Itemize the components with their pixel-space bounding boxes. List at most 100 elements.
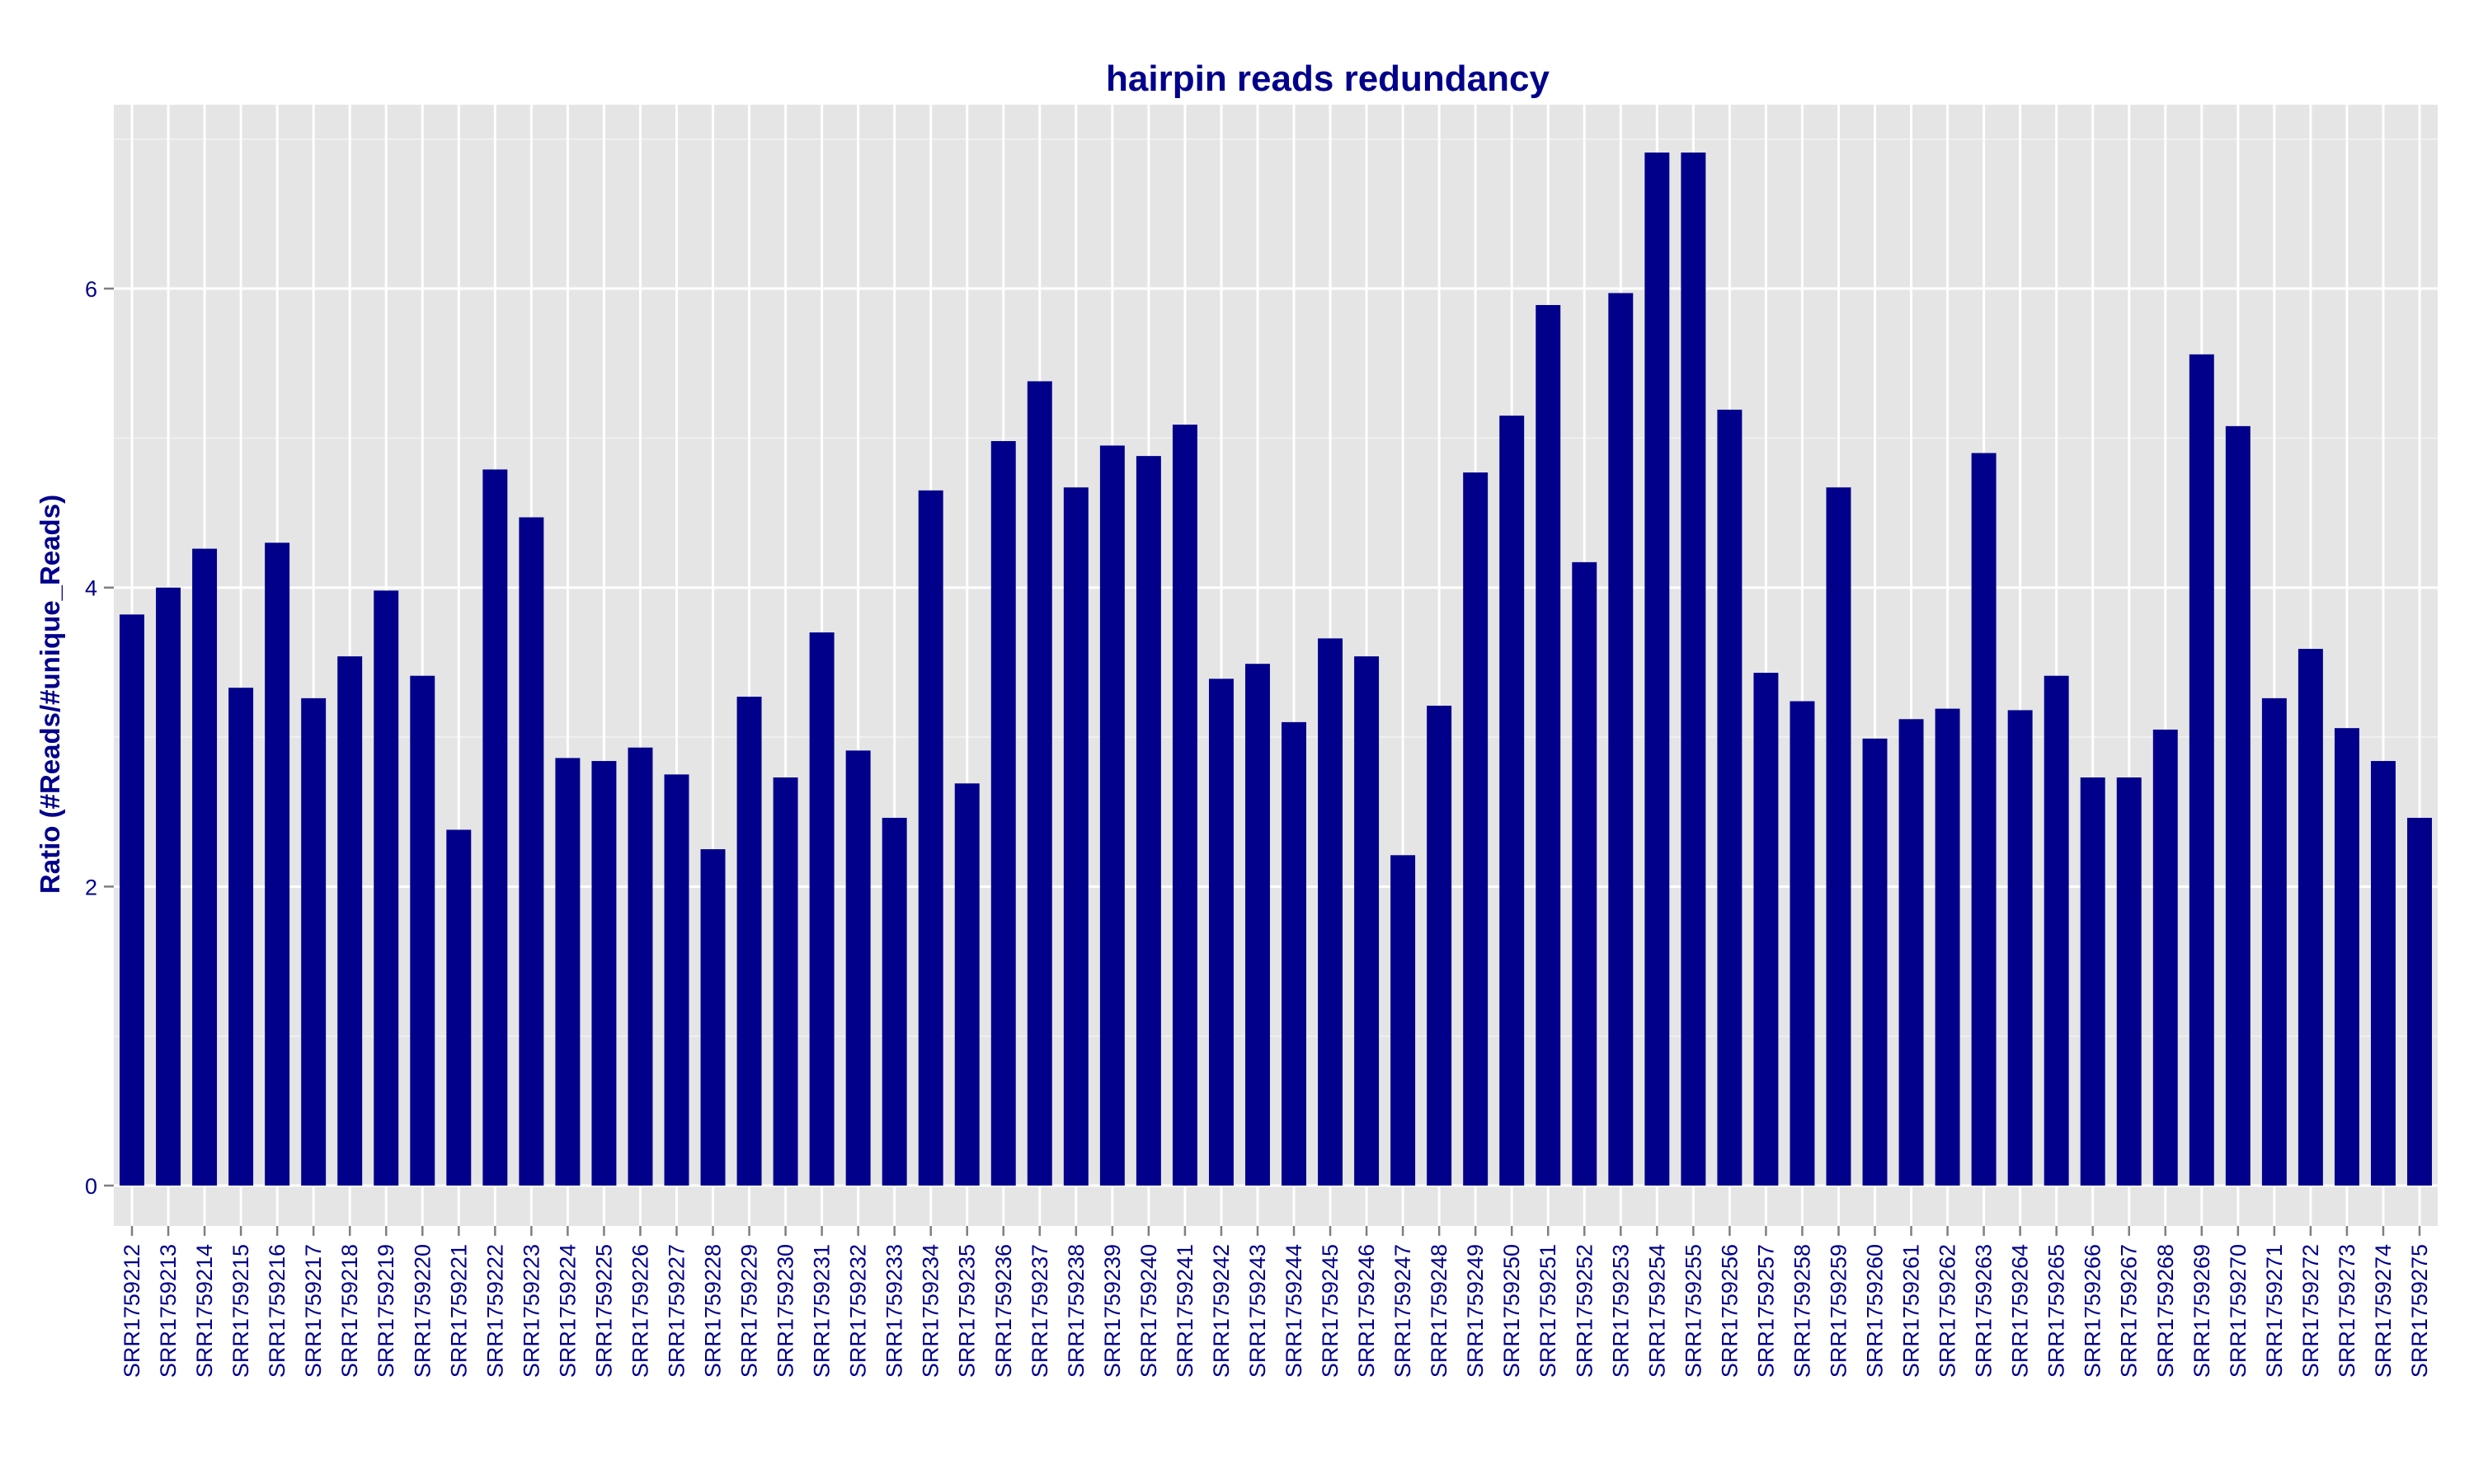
x-tick-label: SRR1759246 [1354,1244,1379,1378]
bar-SRR1759251 [1536,304,1561,1186]
bar-SRR1759273 [2334,728,2359,1186]
x-tick-label: SRR1759258 [1790,1244,1814,1378]
x-tick-label: SRR1759241 [1173,1244,1197,1378]
bar-SRR1759266 [2080,777,2105,1186]
bar-SRR1759256 [1717,409,1743,1186]
x-tick-label: SRR1759249 [1463,1244,1488,1378]
bar-SRR1759217 [301,697,327,1186]
x-tick-label: SRR1759259 [1826,1244,1851,1378]
bar-SRR1759218 [337,656,363,1186]
x-tick-label: SRR1759237 [1028,1244,1052,1378]
bar-SRR1759265 [2044,675,2069,1186]
bar-SRR1759253 [1608,293,1634,1186]
x-tick-label: SRR1759270 [2226,1244,2251,1378]
x-tick-label: SRR1759244 [1282,1244,1306,1378]
x-tick-label: SRR1759229 [737,1244,762,1378]
bar-SRR1759221 [446,829,472,1186]
bar-SRR1759272 [2298,649,2323,1186]
bar-SRR1759264 [2007,710,2033,1186]
x-tick-label: SRR1759225 [591,1244,616,1378]
bar-SRR1759247 [1390,855,1416,1186]
bar-SRR1759234 [918,490,943,1186]
bar-SRR1759241 [1172,425,1197,1186]
x-tick-label: SRR1759232 [846,1244,871,1378]
x-tick-label: SRR1759265 [2044,1244,2069,1378]
bar-SRR1759228 [700,849,726,1186]
x-tick-label: SRR1759235 [955,1244,980,1378]
x-tick-label: SRR1759230 [774,1244,798,1378]
x-tick-label: SRR1759228 [701,1244,726,1378]
bar-SRR1759214 [192,548,218,1186]
x-tick-label: SRR1759251 [1536,1244,1560,1378]
bar-SRR1759220 [410,675,435,1186]
bar-SRR1759246 [1354,656,1380,1186]
y-axis: 0 2 4 6 [85,277,114,1199]
x-tick-label: SRR1759223 [519,1244,543,1378]
bar-SRR1759244 [1282,721,1306,1186]
y-tick-label: 0 [85,1174,97,1199]
bar-SRR1759213 [156,587,181,1186]
x-tick-label: SRR1759271 [2262,1244,2287,1378]
bar-SRR1759236 [990,441,1016,1186]
x-tick-label: SRR1759275 [2407,1244,2432,1378]
x-tick-label: SRR1759217 [301,1244,326,1378]
x-tick-label: SRR1759212 [120,1244,144,1378]
bar-SRR1759248 [1427,705,1452,1186]
x-tick-label: SRR1759255 [1681,1244,1705,1378]
bar-SRR1759225 [591,761,617,1186]
x-tick-label: SRR1759247 [1390,1244,1415,1378]
bar-SRR1759224 [555,758,581,1186]
bar-SRR1759239 [1099,445,1125,1186]
x-tick-label: SRR1759227 [664,1244,689,1378]
bar-SRR1759240 [1136,456,1161,1186]
bar-SRR1759255 [1681,153,1706,1186]
bar-SRR1759238 [1063,487,1089,1186]
x-tick-label: SRR1759273 [2335,1244,2359,1378]
bar-SRR1759262 [1935,708,1960,1186]
x-tick-label: SRR1759263 [1972,1244,1997,1378]
y-tick-label: 6 [85,277,97,302]
bar-SRR1759263 [1971,453,1997,1186]
bar-SRR1759249 [1463,472,1489,1186]
x-tick-label: SRR1759262 [1935,1244,1960,1378]
x-tick-label: SRR1759257 [1753,1244,1778,1378]
x-tick-label: SRR1759239 [1100,1244,1125,1378]
x-tick-label: SRR1759240 [1136,1244,1161,1378]
x-tick-label: SRR1759274 [2371,1244,2396,1378]
bar-SRR1759268 [2152,729,2178,1186]
x-tick-label: SRR1759214 [192,1244,217,1378]
bar-SRR1759212 [120,614,144,1186]
x-tick-label: SRR1759264 [2008,1244,2033,1378]
x-tick-label: SRR1759268 [2153,1244,2178,1378]
x-tick-label: SRR1759226 [628,1244,652,1378]
bar-SRR1759245 [1318,638,1343,1186]
x-tick-label: SRR1759238 [1064,1244,1089,1378]
x-tick-label: SRR1759272 [2298,1244,2323,1378]
x-tick-label: SRR1759224 [555,1244,580,1378]
bar-SRR1759274 [2370,761,2396,1186]
x-tick-label: SRR1759248 [1427,1244,1451,1378]
bar-SRR1759233 [882,817,907,1186]
bar-SRR1759223 [519,517,544,1186]
bar-SRR1759252 [1572,561,1597,1186]
y-axis-title: Ratio (#Reads/#unique_Reads) [35,495,65,894]
x-tick-label: SRR1759256 [1717,1244,1742,1378]
x-tick-label: SRR1759236 [991,1244,1016,1378]
x-tick-label: SRR1759261 [1899,1244,1924,1378]
x-tick-label: SRR1759234 [919,1244,943,1378]
x-tick-label: SRR1759254 [1644,1244,1669,1378]
x-tick-label: SRR1759250 [1499,1244,1524,1378]
bar-SRR1759232 [845,750,871,1186]
x-tick-label: SRR1759243 [1245,1244,1270,1378]
bar-SRR1759231 [809,632,835,1186]
x-tick-label: SRR1759233 [882,1244,907,1378]
bar-SRR1759260 [1862,738,1888,1186]
bar-SRR1759271 [2261,697,2287,1186]
bar-SRR1759242 [1208,679,1234,1186]
bar-SRR1759259 [1826,487,1851,1186]
bar-SRR1759270 [2225,425,2251,1186]
bar-SRR1759237 [1027,381,1052,1186]
x-tick-label: SRR1759220 [410,1244,435,1378]
bar-SRR1759235 [954,783,980,1186]
x-tick-label: SRR1759222 [482,1244,507,1378]
